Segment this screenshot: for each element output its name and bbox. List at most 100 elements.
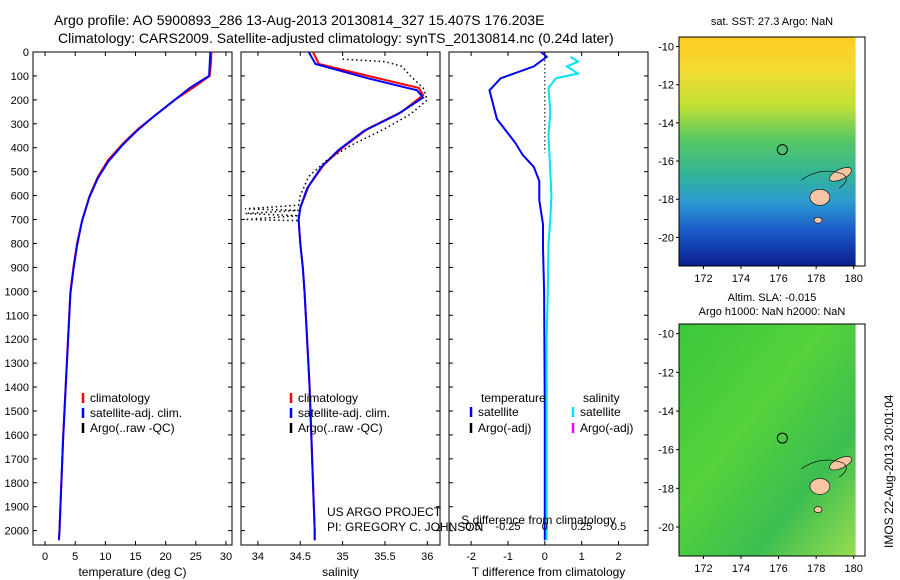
legend-title-temperature: temperature xyxy=(481,391,546,405)
project-line2: PI: GREGORY C. JOHNSON xyxy=(327,520,483,534)
x-axis-label: salinity xyxy=(322,565,359,579)
legend-label: Argo(-adj) xyxy=(478,421,531,435)
map-x-tick-label: 180 xyxy=(845,273,863,285)
map-x-tick-label: 178 xyxy=(807,273,825,285)
map-y-tick-label: -14 xyxy=(658,406,674,418)
legend-label: satellite-adj. clim. xyxy=(298,406,390,420)
x-tick-label: 36 xyxy=(421,551,433,563)
x-top-tick-label: -0.25 xyxy=(495,521,520,533)
y-tick-label: 1900 xyxy=(5,502,29,514)
map-y-tick-label: -18 xyxy=(658,483,674,495)
map-x-tick-label: 176 xyxy=(769,273,787,285)
map-y-tick-label: -10 xyxy=(658,42,674,54)
x-top-tick-label: 0.25 xyxy=(571,521,592,533)
x-tick-label: 10 xyxy=(99,551,111,563)
x-tick-label: -2 xyxy=(466,551,476,563)
x-tick-label: 35 xyxy=(336,551,348,563)
y-tick-label: 600 xyxy=(11,191,29,203)
no-data-strip xyxy=(855,37,865,266)
x-top-tick-label: 0 xyxy=(542,521,548,533)
island-shapes xyxy=(800,456,852,513)
series-line-argo-raw-qc- xyxy=(245,58,429,222)
x-tick-label: 0 xyxy=(42,551,48,563)
legend-label: climatology xyxy=(298,391,358,405)
island-shapes xyxy=(800,167,852,224)
map-y-tick-label: -16 xyxy=(658,445,674,457)
x-tick-label: 34 xyxy=(252,551,264,563)
y-tick-label: 2000 xyxy=(5,526,29,538)
map-y-tick-label: -12 xyxy=(658,367,674,379)
chart-title-line2: Climatology: CARS2009. Satellite-adjuste… xyxy=(58,30,614,46)
y-tick-label: 1100 xyxy=(5,310,29,322)
legend-label: climatology xyxy=(90,391,150,405)
y-tick-label: 1700 xyxy=(5,454,29,466)
y-tick-label: 700 xyxy=(11,215,29,227)
x-tick-label: 5 xyxy=(72,551,78,563)
map-y-tick-label: -20 xyxy=(658,522,674,534)
y-tick-label: 0 xyxy=(23,47,29,59)
map-x-tick-label: 174 xyxy=(732,273,750,285)
x-axis-label: temperature (deg C) xyxy=(78,565,186,579)
map-top: -10 -12 -14 -16 -18 -20 172 174 176 178 180 xyxy=(658,36,866,285)
legend-title-salinity: salinity xyxy=(583,391,620,405)
y-tick-label: 400 xyxy=(11,143,29,155)
legend: temperature salinitysatelliteArgo(-adj)sa… xyxy=(469,391,633,435)
map-x-tick-label: 172 xyxy=(694,563,712,575)
argo-position-marker xyxy=(776,432,788,444)
legend-label: Argo(-adj) xyxy=(580,421,633,435)
legend-label: satellite xyxy=(478,405,519,419)
imos-timestamp: IMOS 22-Aug-2013 20:01:04 xyxy=(882,394,896,548)
legend-label: satellite xyxy=(580,405,621,419)
x-top-tick-label: -0.5 xyxy=(462,521,481,533)
project-line1: US ARGO PROJECT xyxy=(327,505,442,519)
panel-difference: -2 -1 0 1 2 T difference from climatology -0.5… xyxy=(448,51,649,579)
y-tick-label: 1500 xyxy=(5,406,29,418)
x-tick-label: -1 xyxy=(503,551,513,563)
y-tick-label: 900 xyxy=(11,262,29,274)
x-tick-label: 25 xyxy=(190,551,202,563)
legend-label: Argo(..raw -QC) xyxy=(90,421,175,435)
map-frame xyxy=(678,323,866,557)
x-tick-label: 20 xyxy=(160,551,172,563)
map-field xyxy=(679,324,865,556)
x-tick-label: 1 xyxy=(579,551,585,563)
plot-frame xyxy=(240,51,441,546)
legend-label: satellite-adj. clim. xyxy=(90,406,182,420)
map-x-tick-label: 176 xyxy=(769,563,787,575)
map-y-tick-label: -12 xyxy=(658,80,674,92)
series-line-satellite xyxy=(488,51,549,541)
map-x-tick-label: 178 xyxy=(807,563,825,575)
map-field xyxy=(679,37,865,266)
panel-temperature: 0100200300400500600700800900100011001200… xyxy=(5,47,233,579)
series-line-satellite-adj-clim- xyxy=(57,51,212,541)
panel-salinity: 34 34.5 35 35.5 36 salinity climatologysatelli… xyxy=(240,51,441,579)
x-tick-label: 35.5 xyxy=(374,551,395,563)
y-tick-label: 100 xyxy=(11,71,29,83)
x-tick-label: 0 xyxy=(542,551,548,563)
map-bottom: -10 -12 -14 -16 -18 -20 172 174 176 178 180 xyxy=(658,323,866,575)
map-y-tick-label: -10 xyxy=(658,329,674,341)
y-tick-label: 1300 xyxy=(5,358,29,370)
y-tick-label: 1600 xyxy=(5,430,29,442)
x-tick-label: 34.5 xyxy=(290,551,311,563)
no-data-strip xyxy=(855,324,865,556)
x-tick-label: 30 xyxy=(220,551,232,563)
series-line-satellite-adj-clim- xyxy=(297,51,425,541)
x-top-tick-label: 0.5 xyxy=(611,521,626,533)
series-line-satellite xyxy=(545,55,581,541)
y-tick-label: 500 xyxy=(11,167,29,179)
x-tick-label: 2 xyxy=(615,551,621,563)
y-tick-label: 1000 xyxy=(5,286,29,298)
map-y-tick-label: -18 xyxy=(658,194,674,206)
y-tick-label: 1200 xyxy=(5,334,29,346)
map-x-tick-label: 172 xyxy=(694,273,712,285)
y-tick-label: 200 xyxy=(11,95,29,107)
y-tick-label: 1400 xyxy=(5,382,29,394)
x-tick-label: 15 xyxy=(129,551,141,563)
x-top-axis-label: S difference from climatology xyxy=(461,513,616,527)
argo-position-marker xyxy=(776,144,788,156)
map-frame xyxy=(678,36,866,267)
